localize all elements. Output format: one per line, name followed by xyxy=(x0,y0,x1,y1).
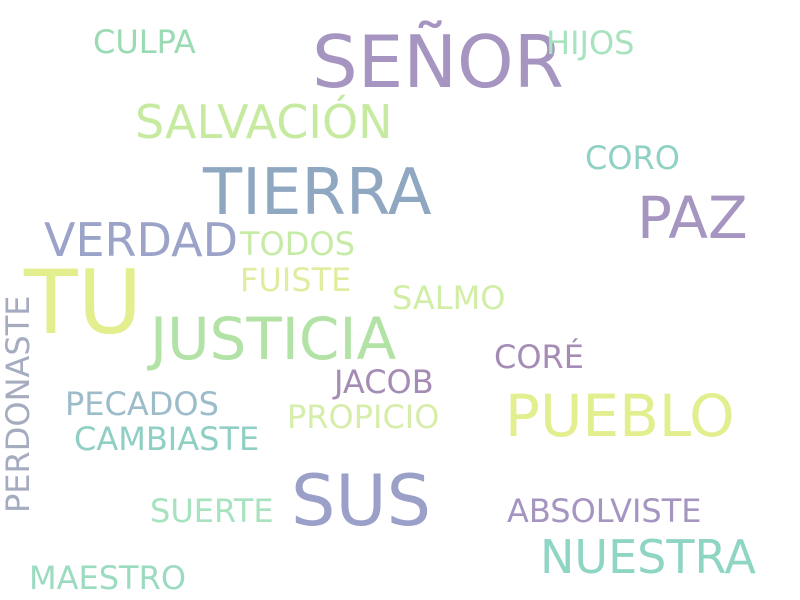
word-perdonaste: PERDONASTE xyxy=(0,295,37,513)
word-paz: PAZ xyxy=(637,184,748,252)
word-nuestra: NUESTRA xyxy=(540,530,757,584)
word-culpa: CULPA xyxy=(93,23,196,61)
word-maestro: MAESTRO xyxy=(29,559,186,597)
word-verdad: VERDAD xyxy=(44,213,238,267)
word-salmo: SALMO xyxy=(392,279,506,317)
word-core: CORÉ xyxy=(494,338,584,376)
word-cambiaste: CAMBIASTE xyxy=(74,420,260,458)
word-senor: SEÑOR xyxy=(312,20,564,104)
word-jacob: JACOB xyxy=(334,363,434,401)
word-sus: SUS xyxy=(291,460,432,542)
word-justicia: JUSTICIA xyxy=(150,305,397,373)
word-tierra: TIERRA xyxy=(203,156,432,230)
word-suerte: SUERTE xyxy=(150,492,274,530)
word-pueblo: PUEBLO xyxy=(505,382,735,450)
word-propicio: PROPICIO xyxy=(287,398,440,436)
word-absolviste: ABSOLVISTE xyxy=(507,492,702,530)
word-fuiste: FUISTE xyxy=(240,261,352,299)
word-hijos: HIJOS xyxy=(546,24,635,62)
word-coro: CORO xyxy=(585,139,680,177)
word-pecados: PECADOS xyxy=(65,385,219,423)
word-salvacion: SALVACIÓN xyxy=(135,95,393,149)
word-tu: TU xyxy=(24,251,143,354)
word-todos: TODOS xyxy=(240,225,355,263)
